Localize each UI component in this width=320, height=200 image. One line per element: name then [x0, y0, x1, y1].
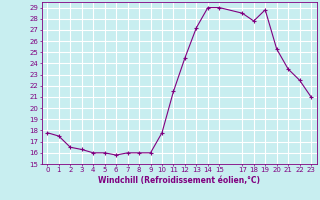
X-axis label: Windchill (Refroidissement éolien,°C): Windchill (Refroidissement éolien,°C): [98, 176, 260, 185]
